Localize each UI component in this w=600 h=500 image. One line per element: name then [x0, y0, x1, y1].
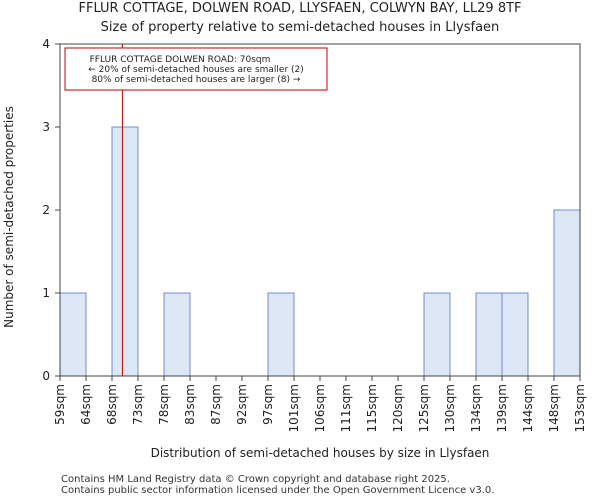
x-tick-label: 101sqm — [287, 384, 301, 432]
x-tick-label: 106sqm — [313, 384, 327, 432]
annotation-line: ← 20% of semi-detached houses are smalle… — [88, 65, 304, 75]
bar — [423, 292, 451, 377]
x-tick-label: 120sqm — [391, 384, 405, 432]
x-tick-label: 59sqm — [53, 384, 67, 425]
annotation-line: FFLUR COTTAGE DOLWEN ROAD: 70sqm — [90, 55, 271, 65]
x-tick-label: 148sqm — [547, 384, 561, 432]
y-axis-label: Number of semi-detached properties — [2, 106, 16, 328]
x-tick-label: 139sqm — [495, 384, 509, 432]
x-tick-label: 78sqm — [157, 384, 171, 425]
x-tick-label: 87sqm — [209, 384, 223, 425]
x-tick-label: 144sqm — [521, 384, 535, 432]
y-tick-label: 3 — [42, 120, 50, 134]
y-tick-label: 4 — [42, 37, 50, 51]
x-axis-label: Distribution of semi-detached houses by … — [151, 446, 490, 460]
y-tick-label: 2 — [42, 203, 50, 217]
chart-title: FFLUR COTTAGE, DOLWEN ROAD, LLYSFAEN, CO… — [78, 1, 522, 16]
x-tick-label: 83sqm — [183, 384, 197, 425]
bar — [501, 292, 529, 377]
bar — [163, 292, 191, 377]
y-tick-label: 0 — [42, 369, 50, 383]
bar — [553, 209, 581, 377]
x-tick-label: 111sqm — [339, 384, 353, 432]
bar — [111, 126, 139, 377]
x-tick-label: 115sqm — [365, 384, 379, 432]
footer-line: Contains public sector information licen… — [61, 485, 495, 496]
x-tick-label: 68sqm — [105, 384, 119, 425]
x-tick-label: 125sqm — [417, 384, 431, 432]
x-tick-label: 64sqm — [79, 384, 93, 425]
bar — [475, 292, 503, 377]
x-tick-label: 92sqm — [235, 384, 249, 425]
x-tick-label: 134sqm — [469, 384, 483, 432]
bar — [59, 292, 87, 377]
y-tick-label: 1 — [42, 286, 50, 300]
annotation-box: FFLUR COTTAGE DOLWEN ROAD: 70sqm ← 20% o… — [64, 47, 328, 91]
annotation-line: 80% of semi-detached houses are larger (… — [92, 75, 301, 85]
bar — [267, 292, 295, 377]
footer-line: Contains HM Land Registry data © Crown c… — [61, 474, 450, 485]
x-tick-label: 130sqm — [443, 384, 457, 432]
x-tick-label: 153sqm — [573, 384, 587, 432]
x-tick-label: 97sqm — [261, 384, 275, 425]
x-tick-label: 73sqm — [131, 384, 145, 425]
chart-subtitle: Size of property relative to semi-detach… — [100, 20, 500, 35]
